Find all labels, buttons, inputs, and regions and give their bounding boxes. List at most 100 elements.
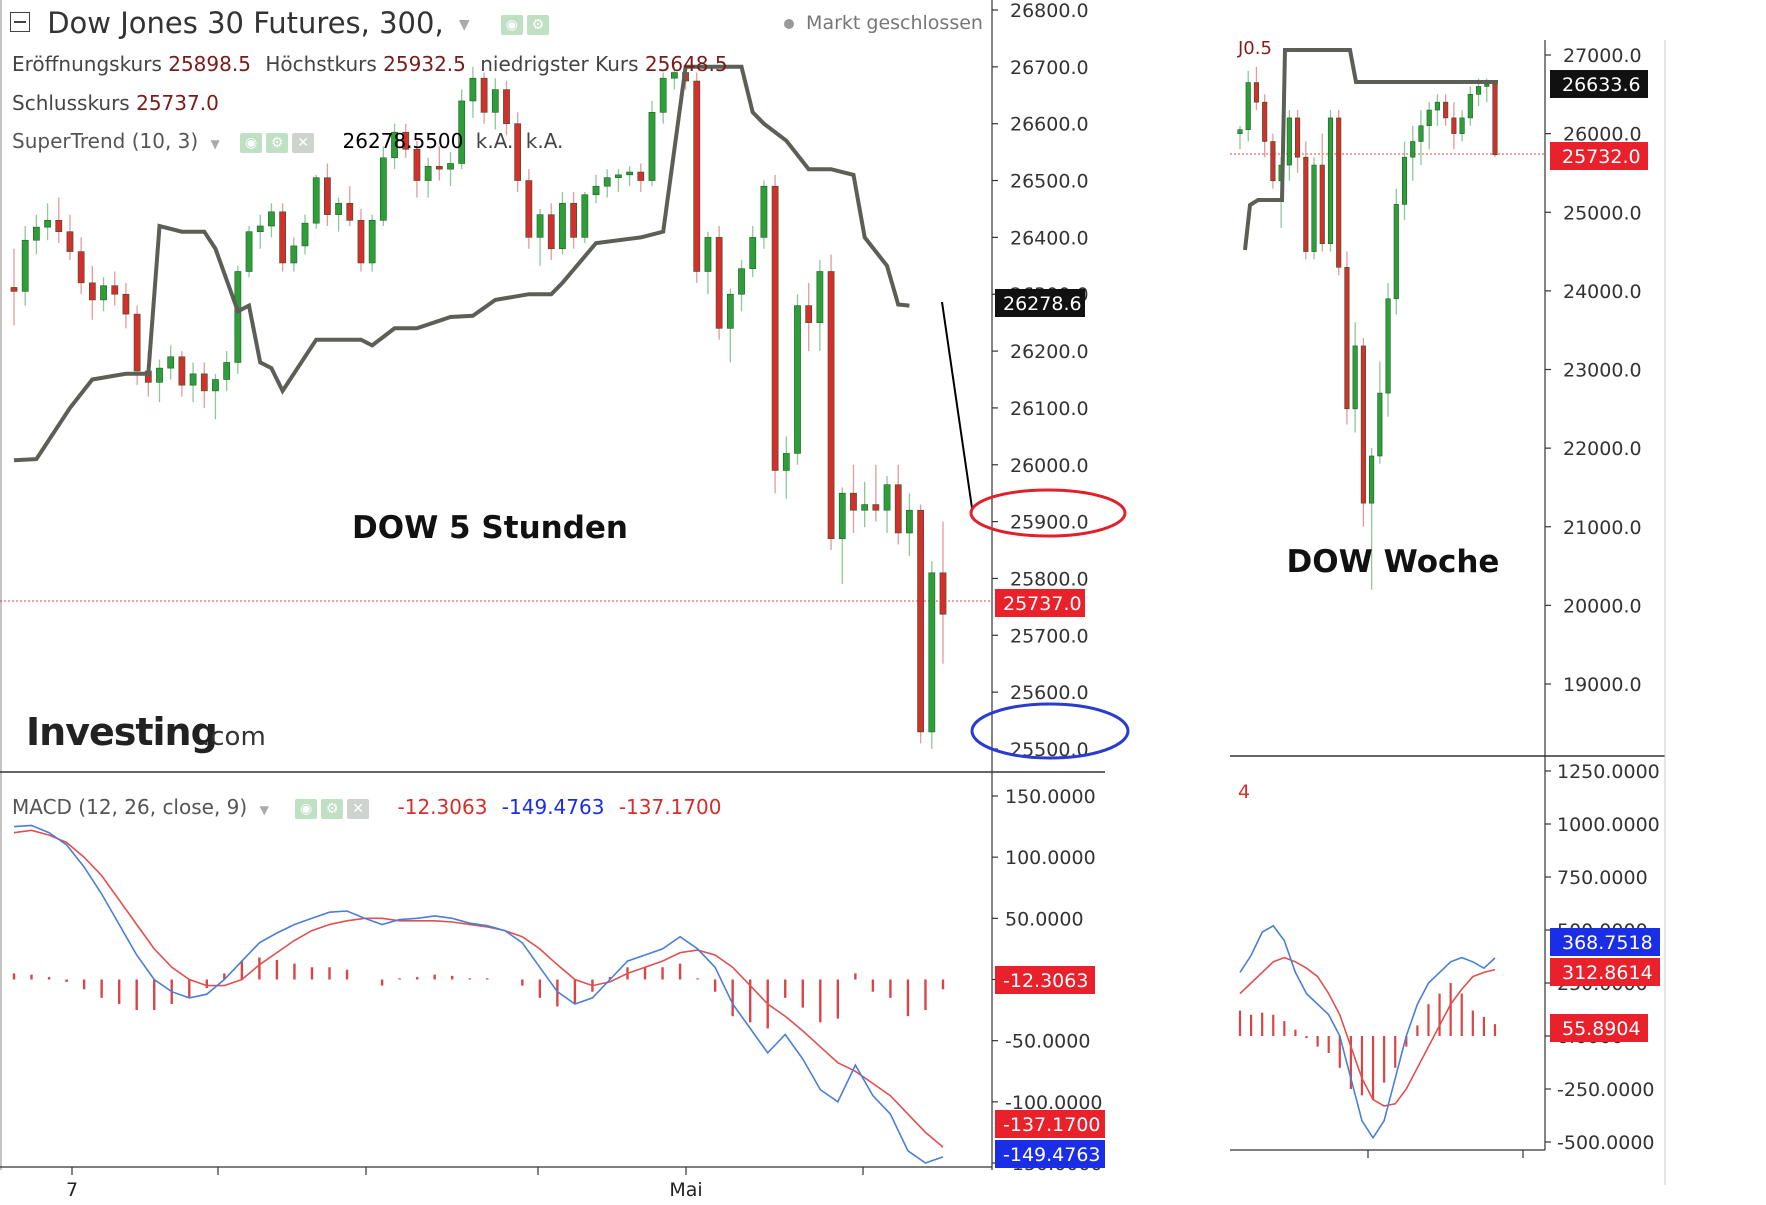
candle-body [324, 177, 331, 215]
chevron-down-icon[interactable]: ▼ [259, 803, 269, 817]
supertrend-label: SuperTrend (10, 3) [12, 129, 199, 153]
y-tick-label: 26400.0 [1010, 227, 1089, 249]
candle-body [391, 131, 398, 159]
candle-body [771, 185, 779, 471]
candle-body [167, 356, 175, 369]
low-label: niedrigster Kurs [480, 52, 639, 76]
projection-line [941, 301, 973, 509]
x-tick-label: 7 [66, 1179, 78, 1201]
open-value: 25898.5 [168, 52, 251, 76]
y-tick-label: 50.0000 [1005, 908, 1084, 930]
close-label: Schlusskurs [12, 91, 130, 115]
y-tick-label: 25800.0 [1010, 568, 1089, 590]
eye-icon[interactable]: ◉ [500, 15, 523, 35]
candle-body [603, 177, 611, 187]
y-tick-label: 19000.0 [1563, 674, 1642, 696]
supertrend-value: 26278.5500 [342, 129, 464, 153]
left-macd [12, 824, 945, 1164]
macd-signal-value: -137.1700 [618, 795, 722, 819]
high-label: Höchstkurs [265, 52, 377, 76]
candle-body [659, 77, 667, 113]
y-tick-label: 25000.0 [1563, 202, 1642, 224]
right-macd [1238, 924, 1497, 1140]
y-tick-label: 21000.0 [1563, 517, 1642, 539]
investing-logo: Investing .com [26, 710, 266, 754]
svg-text:-137.1700: -137.1700 [1003, 1114, 1101, 1136]
y-tick-label: 26700.0 [1010, 57, 1089, 79]
close-icon[interactable]: ✕ [292, 132, 315, 153]
gear-icon[interactable]: ⚙ [266, 132, 289, 153]
eye-icon[interactable]: ◉ [295, 798, 318, 819]
y-tick-label: 24000.0 [1563, 281, 1642, 303]
open-label: Eröffnungskurs [12, 52, 162, 76]
y-tick-label: 25700.0 [1010, 625, 1089, 647]
candle-body [245, 231, 253, 272]
candle-body [1418, 125, 1424, 142]
candle-body [581, 194, 589, 238]
supertrend-line [13, 64, 910, 463]
y-tick-label: -100.0000 [1005, 1092, 1103, 1114]
candle-body [55, 220, 63, 232]
gear-icon[interactable]: ⚙ [321, 798, 344, 819]
candle-body [447, 163, 454, 170]
y-tick-label: 20000.0 [1563, 595, 1642, 617]
candle-body [234, 271, 242, 363]
y-tick-label: 750.0000 [1557, 867, 1648, 889]
gear-icon[interactable]: ⚙ [526, 15, 549, 35]
left-candles [10, 66, 947, 749]
candle-body [44, 220, 51, 228]
right-badge-last-price: 25732.0 [1550, 142, 1648, 170]
right-badge-supertrend: 26633.6 [1550, 70, 1648, 98]
candle-body [626, 171, 633, 176]
candle-body [861, 504, 869, 511]
candle-body [1360, 345, 1366, 504]
y-tick-label: 26500.0 [1010, 171, 1089, 193]
candle-body [1393, 204, 1399, 300]
candle-body [906, 509, 913, 534]
candle-body [156, 367, 163, 383]
candle-body [1311, 164, 1317, 252]
candle-body [894, 484, 902, 534]
svg-text:25732.0: 25732.0 [1562, 146, 1641, 168]
candle-body [1237, 129, 1243, 134]
candle-body [615, 174, 622, 178]
close-icon[interactable]: ✕ [347, 798, 370, 819]
candle-body [782, 453, 790, 471]
candle-body [1344, 266, 1350, 410]
chevron-down-icon[interactable]: ▼ [210, 137, 220, 151]
collapse-icon[interactable] [10, 12, 30, 32]
candle-body [715, 237, 723, 329]
y-tick-label: 25900.0 [1010, 512, 1089, 534]
candle-body [1270, 141, 1276, 182]
right-macd-y-ticks: 1250.00001000.0000750.0000500.0000250.00… [1545, 761, 1660, 1154]
candle-body [917, 509, 924, 733]
candle-body [279, 211, 287, 264]
badge-macd-line: -149.4763 [995, 1140, 1105, 1168]
candle-body [805, 305, 813, 323]
candle-body [469, 77, 477, 102]
candle-body [100, 285, 107, 301]
macd-line [1239, 924, 1496, 1140]
candle-body [346, 202, 354, 221]
candle-body [749, 237, 757, 269]
candle-body [189, 373, 197, 386]
candle-body [514, 123, 522, 181]
right-price-y-ticks: 27000.0 26000.0 25000.0 24000.0 23000.0 22000… [1545, 45, 1642, 696]
status-dot-icon [784, 19, 794, 29]
chevron-down-icon[interactable]: ▼ [458, 17, 470, 33]
svg-text:-149.4763: -149.4763 [1003, 1144, 1101, 1166]
close-row: Schlusskurs 25737.0 [12, 91, 219, 115]
svg-text:26633.6: 26633.6 [1562, 74, 1641, 96]
right-x-ticks [1367, 1150, 1524, 1158]
candle-body [402, 131, 410, 150]
y-tick-label: 26000.0 [1563, 124, 1642, 146]
macd-line-value: -149.4763 [501, 795, 605, 819]
candle-body [33, 226, 40, 241]
y-tick-label: 1000.0000 [1557, 814, 1660, 836]
candle-body [1377, 392, 1383, 457]
y-tick-label: 25600.0 [1010, 682, 1089, 704]
svg-text:55.8904: 55.8904 [1562, 1018, 1641, 1040]
y-tick-label: 25500.0 [1010, 739, 1089, 761]
left-chart-annotation: DOW 5 Stunden [352, 510, 628, 546]
eye-icon[interactable]: ◉ [240, 132, 263, 153]
